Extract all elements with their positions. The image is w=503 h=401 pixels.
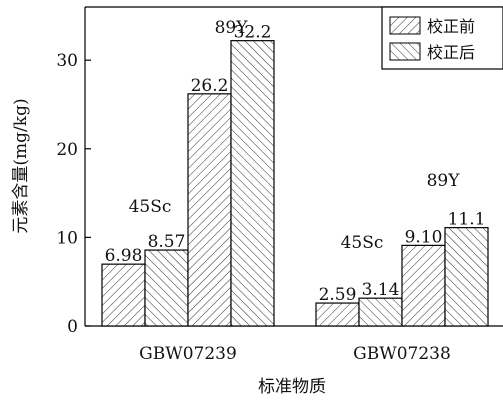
legend-swatch-before [389,16,421,35]
y-axis-label: 元素含量(mg/kg) [11,98,31,233]
legend-label-before: 校正前 [427,17,475,36]
annotation-sc-gbw07238: 45Sc [341,233,384,253]
bar [144,249,189,327]
bars [101,40,489,327]
y-tick-label: 10 [56,228,78,248]
annotation-sc-gbw07239: 45Sc [129,197,172,217]
bar [101,263,146,327]
x-axis-label: 标准物质 [258,377,326,397]
legend: 校正前 校正后 [381,6,503,70]
y-tick-label: 30 [56,51,78,71]
y-ticks: 0 10 20 30 [56,51,91,337]
bar-value-label: 9.10 [405,227,443,247]
bar [444,227,489,327]
category-label-gbw07239: GBW07239 [139,344,237,364]
annotation-y-gbw07239: 89Y [215,18,249,38]
y-tick-label: 20 [56,140,78,160]
bar [315,302,360,327]
category-labels: GBW07239 GBW07238 [139,344,451,364]
element-annotations: 45Sc 89Y 45Sc 89Y [129,18,461,253]
bar-value-label: 2.59 [319,285,357,305]
bar [401,244,446,327]
bar-value-label: 6.98 [105,246,143,266]
bar-value-label: 26.2 [191,76,229,96]
y-tick-label: 0 [67,317,78,337]
bar-value-label: 32.2 [234,23,272,43]
bar-value-label: 3.14 [362,280,400,300]
annotation-y-gbw07238: 89Y [427,171,461,191]
bar [358,297,403,327]
bar-value-label: 8.57 [148,232,186,252]
legend-label-after: 校正后 [427,43,475,62]
category-label-gbw07238: GBW07238 [353,344,451,364]
legend-swatch-after [389,42,421,61]
bar [187,93,232,327]
bar [230,40,275,327]
bar-value-label: 11.1 [448,210,486,230]
